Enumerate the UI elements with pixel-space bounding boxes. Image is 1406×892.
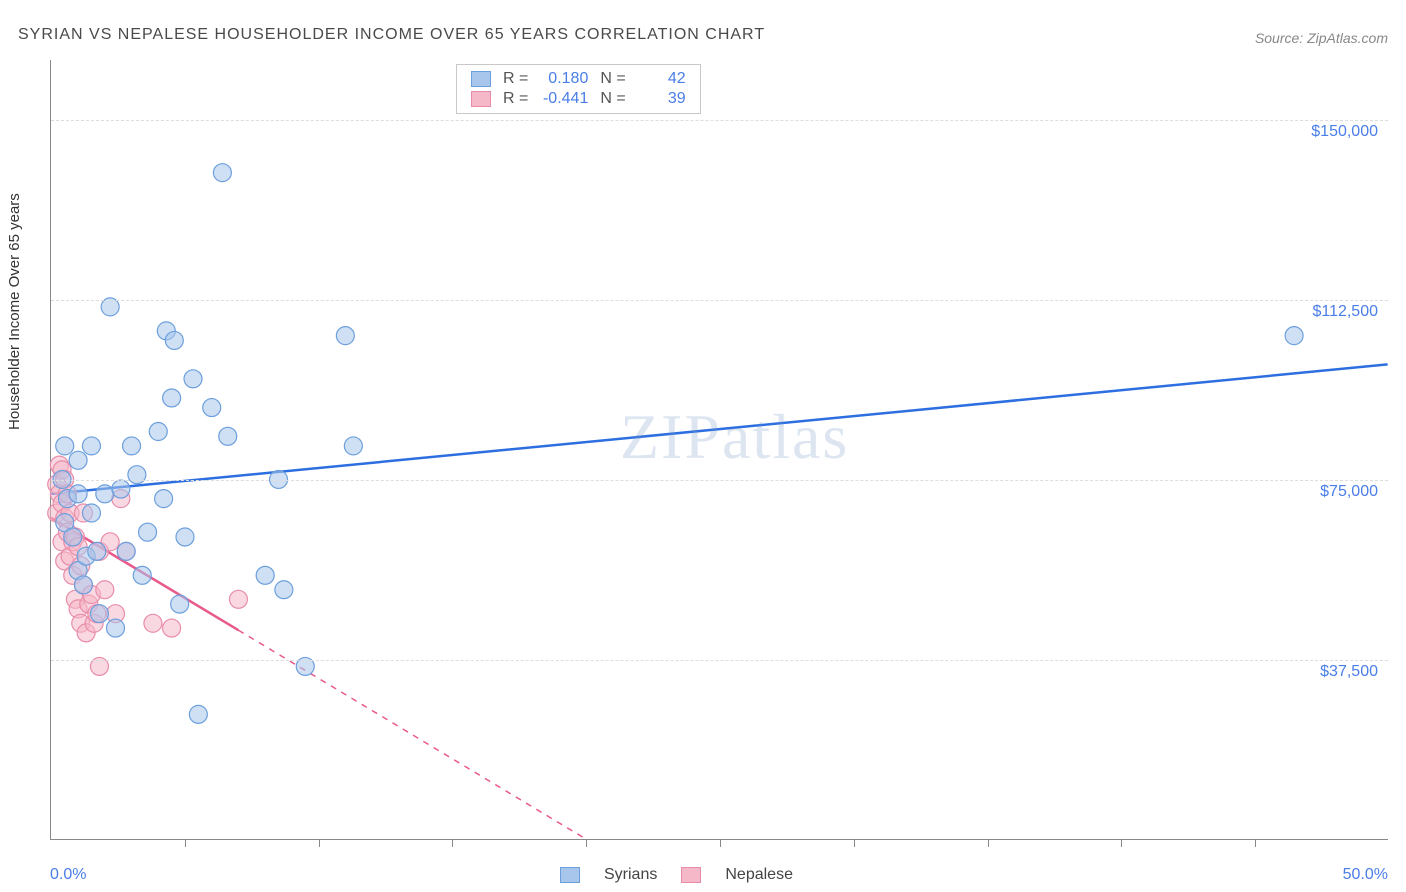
plot-area: $37,500 $75,000 $112,500 $150,000 bbox=[50, 60, 1388, 840]
data-point bbox=[96, 581, 114, 599]
data-point bbox=[189, 705, 207, 723]
source-attribution: Source: ZipAtlas.com bbox=[1255, 30, 1388, 46]
legend-label-syrians: Syrians bbox=[604, 866, 657, 884]
data-point bbox=[203, 399, 221, 417]
gridline bbox=[51, 120, 1388, 121]
gridline bbox=[51, 300, 1388, 301]
n-value-syrians: 42 bbox=[634, 70, 686, 88]
data-point bbox=[149, 423, 167, 441]
y-axis-label: Householder Income Over 65 years bbox=[6, 193, 23, 430]
n-value-nepalese: 39 bbox=[634, 90, 686, 108]
data-point bbox=[69, 451, 87, 469]
data-point bbox=[219, 427, 237, 445]
data-point bbox=[176, 528, 194, 546]
y-tick-label: $150,000 bbox=[1311, 123, 1378, 141]
x-tick bbox=[988, 839, 989, 847]
x-tick bbox=[1121, 839, 1122, 847]
chart-title: SYRIAN VS NEPALESE HOUSEHOLDER INCOME OV… bbox=[18, 26, 765, 44]
x-tick bbox=[586, 839, 587, 847]
n-label: N = bbox=[600, 70, 625, 88]
trendline-dashed bbox=[238, 630, 585, 839]
swatch-syrians-icon bbox=[560, 867, 580, 883]
data-point bbox=[213, 164, 231, 182]
y-tick-label: $112,500 bbox=[1312, 303, 1378, 321]
legend-series: Syrians Nepalese bbox=[560, 866, 793, 884]
data-point bbox=[82, 437, 100, 455]
data-point bbox=[344, 437, 362, 455]
r-label: R = bbox=[503, 70, 528, 88]
data-point bbox=[112, 480, 130, 498]
x-tick bbox=[319, 839, 320, 847]
data-point bbox=[184, 370, 202, 388]
legend-row-nepalese: R = -0.441 N = 39 bbox=[471, 89, 686, 109]
data-point bbox=[229, 590, 247, 608]
data-point bbox=[336, 327, 354, 345]
r-label: R = bbox=[503, 90, 528, 108]
swatch-syrians bbox=[471, 71, 491, 87]
data-point bbox=[82, 504, 100, 522]
data-point bbox=[163, 389, 181, 407]
data-point bbox=[107, 619, 125, 637]
x-axis-max-label: 50.0% bbox=[1343, 866, 1388, 884]
data-point bbox=[56, 437, 74, 455]
data-point bbox=[88, 542, 106, 560]
data-point bbox=[144, 614, 162, 632]
data-point bbox=[155, 490, 173, 508]
gridline bbox=[51, 660, 1388, 661]
x-tick bbox=[185, 839, 186, 847]
swatch-nepalese-icon bbox=[681, 867, 701, 883]
chart-svg bbox=[51, 60, 1388, 839]
data-point bbox=[123, 437, 141, 455]
data-point bbox=[256, 566, 274, 584]
x-tick bbox=[1255, 839, 1256, 847]
legend-row-syrians: R = 0.180 N = 42 bbox=[471, 69, 686, 89]
legend-correlation-stats: R = 0.180 N = 42 R = -0.441 N = 39 bbox=[456, 64, 701, 114]
x-axis-min-label: 0.0% bbox=[50, 866, 86, 884]
data-point bbox=[133, 566, 151, 584]
data-point bbox=[96, 485, 114, 503]
data-point bbox=[171, 595, 189, 613]
x-tick bbox=[452, 839, 453, 847]
data-point bbox=[69, 485, 87, 503]
r-value-nepalese: -0.441 bbox=[536, 90, 588, 108]
data-point bbox=[1285, 327, 1303, 345]
x-tick bbox=[854, 839, 855, 847]
swatch-nepalese bbox=[471, 91, 491, 107]
data-point bbox=[64, 528, 82, 546]
gridline bbox=[51, 480, 1388, 481]
data-point bbox=[139, 523, 157, 541]
trendline bbox=[51, 364, 1387, 493]
y-tick-label: $75,000 bbox=[1320, 483, 1378, 501]
data-point bbox=[275, 581, 293, 599]
legend-label-nepalese: Nepalese bbox=[725, 866, 793, 884]
x-tick bbox=[720, 839, 721, 847]
n-label: N = bbox=[600, 90, 625, 108]
data-point bbox=[74, 576, 92, 594]
r-value-syrians: 0.180 bbox=[536, 70, 588, 88]
data-point bbox=[90, 605, 108, 623]
y-tick-label: $37,500 bbox=[1320, 663, 1378, 681]
data-point bbox=[163, 619, 181, 637]
data-point bbox=[117, 542, 135, 560]
data-point bbox=[165, 331, 183, 349]
